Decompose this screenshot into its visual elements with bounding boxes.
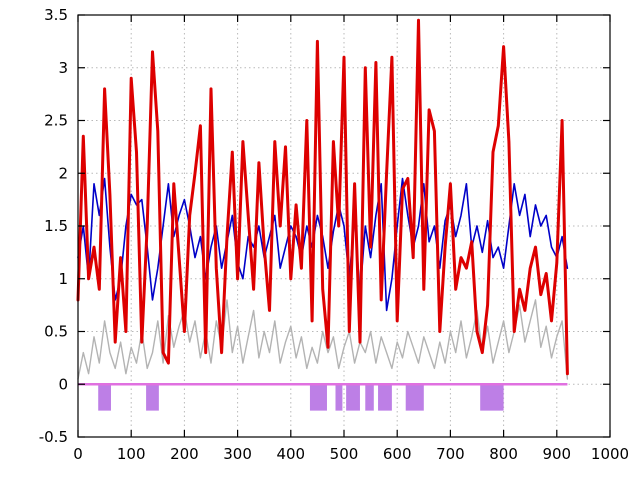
event-bar <box>378 384 392 411</box>
event-bar <box>346 384 360 411</box>
x-tick-label: 200 <box>170 445 199 463</box>
event-bar <box>480 384 504 411</box>
x-tick-label: 600 <box>383 445 412 463</box>
x-tick-label: 300 <box>223 445 252 463</box>
x-tick-label: 0 <box>73 445 83 463</box>
gray-signal-line <box>77 299 569 380</box>
axis-ticks <box>77 14 611 438</box>
y-tick-label: 0 <box>58 375 68 393</box>
x-tick-label: 700 <box>436 445 465 463</box>
x-tick-label: 1000 <box>591 445 629 463</box>
y-tick-label: 1.5 <box>44 217 68 235</box>
event-bar <box>335 384 343 411</box>
y-tick-label: 2 <box>58 164 68 182</box>
event-bar <box>98 384 111 411</box>
event-bar <box>405 384 424 411</box>
x-axis-labels: 0 100 200 300 400 500 600 700 800 900 1000 <box>73 445 629 463</box>
x-tick-label: 100 <box>117 445 146 463</box>
event-bar <box>365 384 374 411</box>
y-tick-label: 2.5 <box>44 112 68 130</box>
x-tick-label: 900 <box>542 445 571 463</box>
event-bar <box>146 384 159 411</box>
y-tick-label: 3 <box>58 59 68 77</box>
y-tick-label: 1 <box>58 270 68 288</box>
event-bars <box>98 384 504 411</box>
event-bar <box>309 384 327 411</box>
x-tick-label: 500 <box>330 445 359 463</box>
y-tick-label: -0.5 <box>39 428 68 446</box>
x-tick-label: 400 <box>276 445 305 463</box>
y-axis-labels: -0.5 0 0.5 1 1.5 2 2.5 3 3.5 <box>39 6 68 446</box>
y-tick-label: 0.5 <box>44 323 68 341</box>
red-signal-line <box>76 18 569 376</box>
x-tick-label: 800 <box>489 445 518 463</box>
y-tick-label: 3.5 <box>44 6 68 24</box>
